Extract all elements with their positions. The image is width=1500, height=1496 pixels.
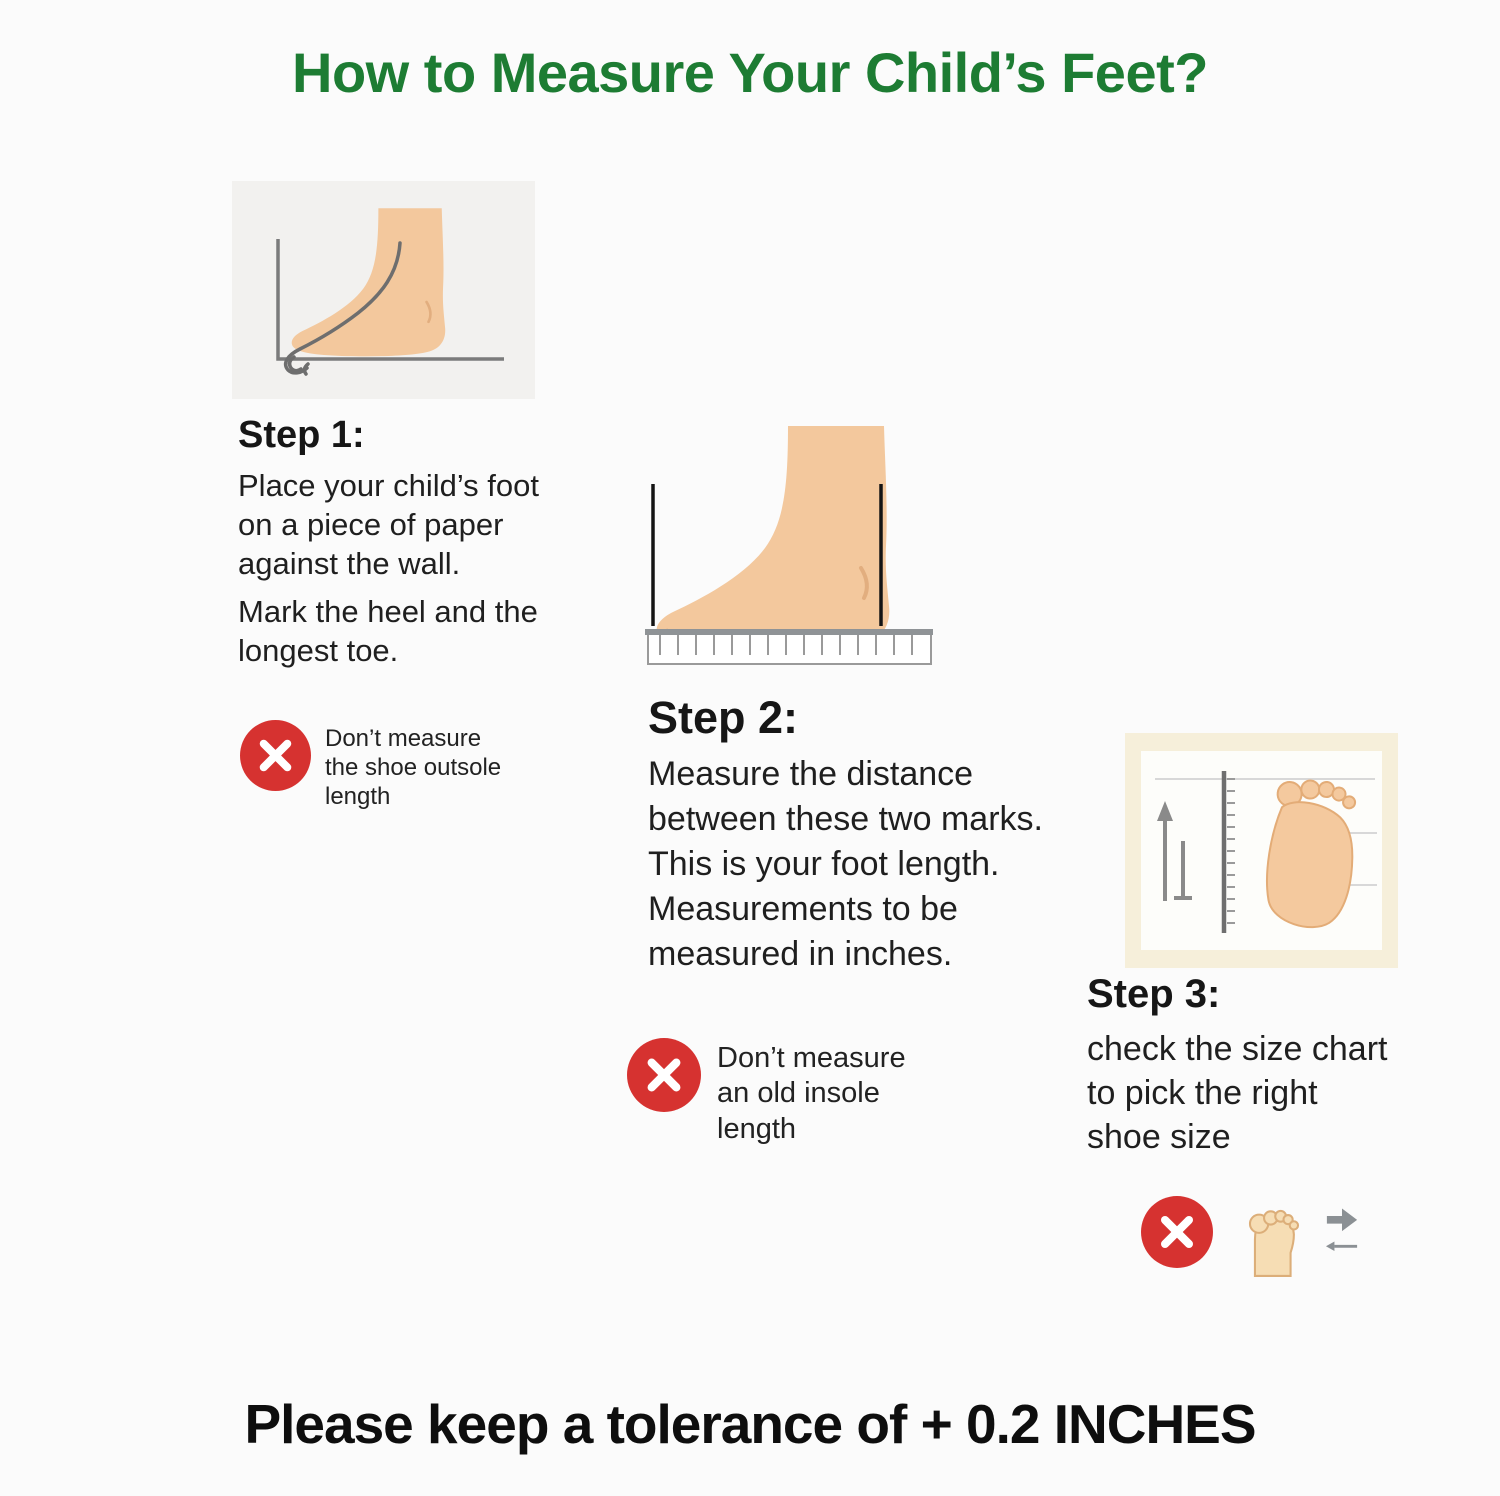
step3-text-block: Step 3: check the size chart to pick the…	[1087, 972, 1399, 1160]
push-arrow-icon	[1325, 1208, 1358, 1251]
step2-dont-text: Don’t measure an old insole length	[717, 1042, 906, 1145]
step2-illustration	[645, 418, 935, 668]
ruler-shape	[645, 629, 933, 665]
step2-dont-note: Don’t measure an old insole length	[627, 1038, 957, 1147]
foot-outline-shape	[283, 241, 402, 376]
step2-body: Measure the distance between these two m…	[648, 755, 1043, 973]
step2-heading: Step 2:	[648, 692, 799, 743]
step1-paragraph-1: Place your child’s foot on a piece of pa…	[238, 468, 539, 581]
foot-against-wall-icon	[232, 181, 535, 399]
foot-sole-shape	[1266, 779, 1357, 929]
tolerance-note: Please keep a tolerance of + 0.2 INCHES	[244, 1393, 1256, 1455]
step2-text-block: Step 2: Measure the distance between the…	[648, 692, 1096, 976]
cross-circle-icon	[1141, 1196, 1213, 1268]
step1-illustration	[232, 181, 535, 399]
foot-side-shape	[656, 426, 890, 651]
step3-dont-note	[1141, 1196, 1401, 1278]
step3-illustration	[1125, 733, 1398, 968]
vertical-ruler-shape	[1221, 771, 1235, 933]
step1-dont-text: Don’t measure the shoe outsole length	[325, 725, 502, 810]
step1-paragraph-2: Mark the heel and the longest toe.	[238, 594, 538, 668]
foot-side-shape	[291, 208, 446, 357]
foot-front-icon	[1248, 1209, 1300, 1277]
foot-on-ruler-icon	[645, 426, 933, 665]
cross-circle-icon	[240, 720, 311, 791]
page-title: How to Measure Your Child’s Feet?	[292, 41, 1208, 104]
measure-arrow-shapes	[1157, 801, 1192, 901]
step3-body: check the size chart to pick the right s…	[1087, 1030, 1388, 1157]
footprint-size-chart-icon	[1125, 733, 1398, 968]
step1-text-block: Step 1: Place your child’s foot on a pie…	[238, 414, 568, 681]
step3-heading: Step 3:	[1087, 972, 1221, 1016]
step1-dont-note: Don’t measure the shoe outsole length	[240, 720, 540, 811]
cross-circle-icon	[627, 1038, 701, 1112]
step1-heading: Step 1:	[238, 414, 365, 456]
